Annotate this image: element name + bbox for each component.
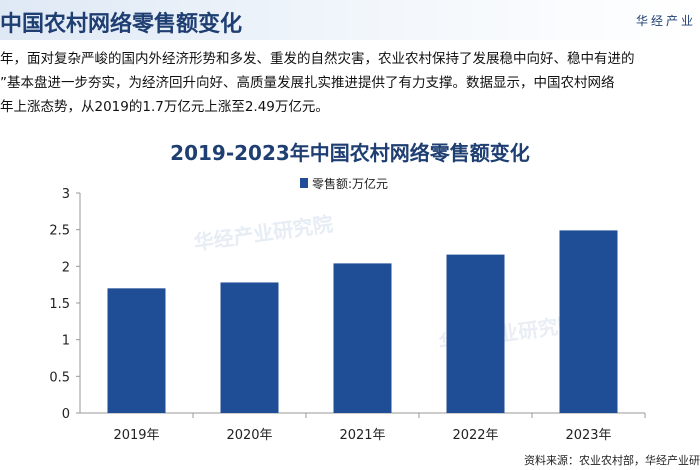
bar xyxy=(107,288,166,413)
x-tick-label: 2023年 xyxy=(565,428,611,443)
y-tick-label: 1 xyxy=(62,334,70,349)
y-tick-label: 2.5 xyxy=(49,224,70,239)
source-note: 资料来源：农业农村部，华经产业研 xyxy=(524,454,700,467)
legend-label: 零售额:万亿元 xyxy=(312,176,388,191)
legend-swatch xyxy=(300,178,308,188)
brand-logo: 华经产业 xyxy=(635,14,696,28)
bar xyxy=(220,282,279,413)
bar xyxy=(446,254,505,413)
bar xyxy=(559,230,618,413)
intro-paragraph: 年，面对复杂严峻的国内外经济形势和多发、重发的自然灾害，农业农村保持了发展稳中向… xyxy=(0,47,700,119)
paragraph-line: 年上涨态势，从2019的1.7万亿元上涨至2.49万亿元。 xyxy=(0,99,329,115)
y-tick-label: 1.5 xyxy=(49,297,70,312)
y-tick-label: 0 xyxy=(62,407,70,422)
chart-title: 2019-2023年中国农村网络零售额变化 xyxy=(170,141,530,165)
y-tick-label: 3 xyxy=(62,187,70,202)
watermark: 华经产业研究院 xyxy=(192,212,334,255)
x-tick-label: 2022年 xyxy=(452,428,498,443)
page-title: 中国农村网络零售额变化 xyxy=(0,12,243,37)
paragraph-line: ”基本盘进一步夯实，为经济回升向好、高质量发展扎实推进提供了有力支撑。数据显示，… xyxy=(0,75,615,91)
x-tick-label: 2021年 xyxy=(339,428,385,443)
x-tick-label: 2019年 xyxy=(113,428,159,443)
bar xyxy=(333,263,392,413)
y-tick-label: 0.5 xyxy=(49,370,70,385)
y-tick-label: 2 xyxy=(62,260,70,275)
header-bar xyxy=(0,0,700,40)
paragraph-line: 年，面对复杂严峻的国内外经济形势和多发、重发的自然灾害，农业农村保持了发展稳中向… xyxy=(0,51,635,67)
x-tick-label: 2020年 xyxy=(226,428,272,443)
